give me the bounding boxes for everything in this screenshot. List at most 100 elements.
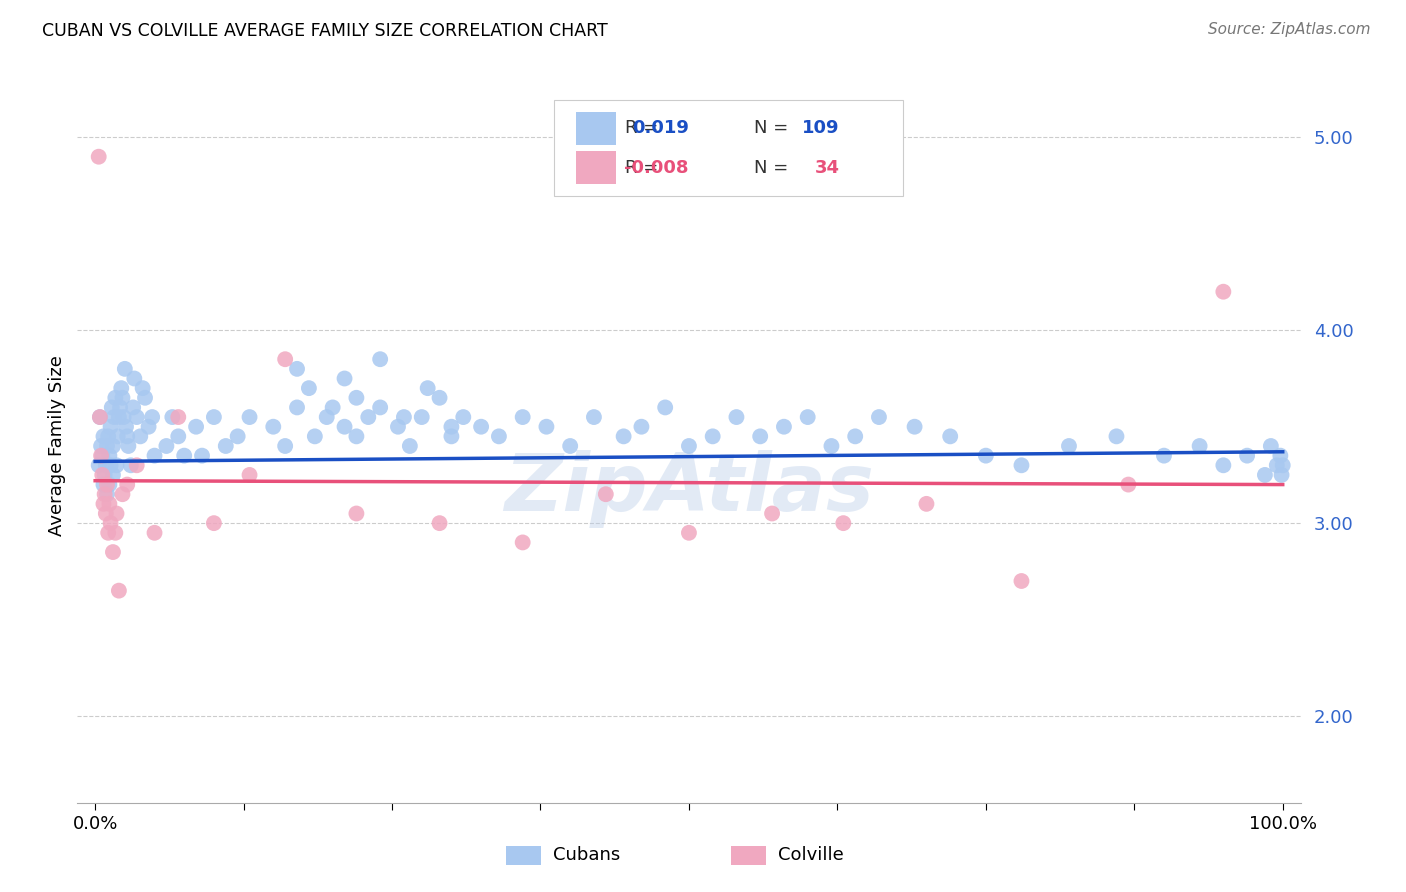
Point	[173, 449, 195, 463]
Point	[108, 583, 131, 598]
Point	[832, 516, 855, 530]
Point	[974, 449, 997, 463]
Point	[238, 410, 260, 425]
Point	[115, 419, 138, 434]
Point	[678, 439, 700, 453]
FancyBboxPatch shape	[576, 151, 616, 185]
Point	[1153, 449, 1175, 463]
Point	[89, 410, 111, 425]
Text: N =: N =	[754, 159, 787, 177]
Point	[91, 449, 114, 463]
Point	[162, 410, 184, 425]
Point	[112, 410, 135, 425]
Text: Cubans: Cubans	[553, 846, 620, 863]
Point	[115, 429, 138, 443]
Point	[749, 429, 772, 443]
Point	[595, 487, 617, 501]
Point	[100, 458, 122, 473]
Point	[440, 429, 463, 443]
Point	[678, 525, 700, 540]
Point	[191, 449, 214, 463]
Point	[143, 449, 166, 463]
Point	[111, 487, 134, 501]
Point	[333, 419, 356, 434]
Point	[344, 507, 367, 521]
Point	[453, 410, 475, 425]
Point	[138, 419, 160, 434]
Text: 34: 34	[814, 159, 839, 177]
Point	[101, 545, 124, 559]
Point	[1270, 467, 1292, 482]
Point	[868, 410, 890, 425]
Point	[368, 352, 391, 367]
Point	[429, 391, 451, 405]
Point	[915, 497, 938, 511]
Point	[1271, 458, 1294, 473]
FancyBboxPatch shape	[554, 100, 903, 196]
Point	[98, 497, 121, 511]
Point	[630, 419, 652, 434]
Point	[274, 352, 297, 367]
Point	[100, 419, 122, 434]
Point	[304, 429, 326, 443]
Point	[114, 362, 136, 376]
Point	[93, 487, 115, 501]
Point	[1105, 429, 1128, 443]
Point	[761, 507, 783, 521]
Y-axis label: Average Family Size: Average Family Size	[48, 356, 66, 536]
Point	[100, 516, 122, 530]
Point	[844, 429, 866, 443]
Point	[104, 391, 127, 405]
Point	[96, 439, 118, 453]
Point	[202, 410, 225, 425]
Point	[262, 419, 284, 434]
Point	[1260, 439, 1282, 453]
Point	[392, 410, 415, 425]
Point	[1212, 285, 1234, 299]
Point	[91, 467, 114, 482]
Point	[100, 401, 122, 415]
Point	[702, 429, 724, 443]
Point	[125, 410, 148, 425]
Point	[215, 439, 238, 453]
Point	[120, 458, 142, 473]
Point	[90, 449, 112, 463]
Point	[167, 410, 190, 425]
Point	[129, 429, 152, 443]
Point	[97, 525, 120, 540]
Point	[93, 467, 115, 482]
Point	[141, 410, 163, 425]
Point	[725, 410, 748, 425]
Point	[122, 401, 145, 415]
Point	[274, 439, 297, 453]
Text: ZipAtlas: ZipAtlas	[503, 450, 875, 528]
Point	[105, 458, 128, 473]
Point	[115, 477, 138, 491]
Point	[1265, 458, 1288, 473]
Point	[93, 477, 115, 491]
Point	[654, 401, 676, 415]
Point	[101, 439, 124, 453]
Point	[1236, 449, 1258, 463]
Text: 109: 109	[801, 120, 839, 137]
Point	[796, 410, 818, 425]
Point	[87, 150, 110, 164]
Point	[387, 419, 409, 434]
Point	[155, 439, 177, 453]
Point	[134, 391, 156, 405]
Point	[238, 467, 260, 482]
Point	[1254, 467, 1277, 482]
Point	[560, 439, 582, 453]
Point	[322, 401, 344, 415]
Point	[368, 401, 391, 415]
Text: CUBAN VS COLVILLE AVERAGE FAMILY SIZE CORRELATION CHART: CUBAN VS COLVILLE AVERAGE FAMILY SIZE CO…	[42, 22, 607, 40]
Point	[1212, 458, 1234, 473]
Text: R =: R =	[626, 159, 658, 177]
Point	[98, 477, 121, 491]
Point	[184, 419, 207, 434]
Point	[344, 391, 367, 405]
Text: -0.008: -0.008	[624, 159, 689, 177]
Point	[167, 429, 190, 443]
Point	[94, 458, 117, 473]
Point	[226, 429, 249, 443]
